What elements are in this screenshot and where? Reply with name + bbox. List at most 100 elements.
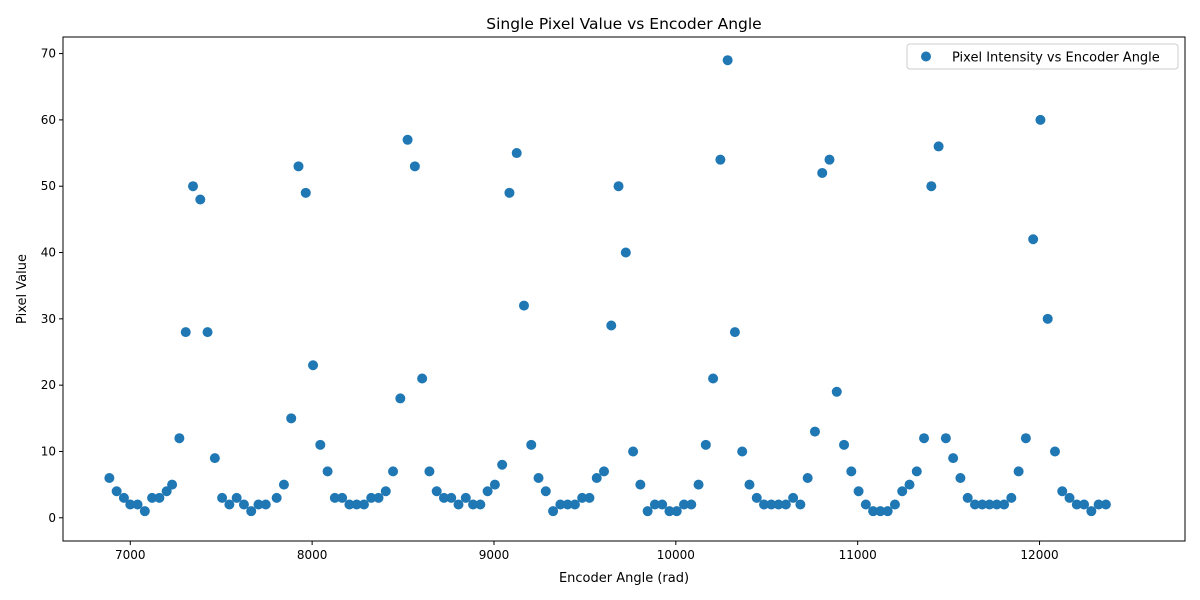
data-point <box>948 453 959 464</box>
data-points <box>104 55 1111 517</box>
data-point <box>1086 506 1097 517</box>
data-point <box>373 492 384 503</box>
data-point <box>489 479 500 490</box>
data-point <box>875 506 886 517</box>
data-point <box>417 373 428 384</box>
data-point <box>271 492 282 503</box>
data-point <box>933 141 944 152</box>
data-point <box>620 247 631 258</box>
data-point <box>111 486 122 497</box>
data-point <box>824 154 835 165</box>
data-point <box>180 327 191 338</box>
data-point <box>402 134 413 145</box>
data-point <box>231 492 242 503</box>
data-point <box>708 373 719 384</box>
data-point <box>300 187 311 198</box>
y-tick-label: 60 <box>41 113 56 127</box>
data-point <box>322 466 333 477</box>
data-point <box>729 327 740 338</box>
data-point <box>1042 313 1053 324</box>
data-point <box>511 148 522 159</box>
y-tick-label: 10 <box>41 444 56 458</box>
data-point <box>1035 114 1046 125</box>
data-point <box>246 506 257 517</box>
data-point <box>438 492 449 503</box>
y-axis-label: Pixel Value <box>15 254 30 324</box>
data-point <box>1006 492 1017 503</box>
data-point <box>217 492 228 503</box>
data-point <box>977 499 988 510</box>
data-point <box>329 492 340 503</box>
data-point <box>482 486 493 497</box>
data-point <box>195 194 206 205</box>
legend-marker <box>921 51 931 62</box>
data-point <box>1093 499 1104 510</box>
data-point <box>147 492 158 503</box>
data-point <box>860 499 871 510</box>
data-point <box>380 486 391 497</box>
data-point <box>1028 234 1039 245</box>
legend: Pixel Intensity vs Encoder Angle <box>906 43 1179 70</box>
data-point <box>584 492 595 503</box>
data-point <box>999 499 1010 510</box>
data-point <box>533 473 544 483</box>
data-point <box>904 479 915 490</box>
data-point <box>161 486 172 497</box>
data-point <box>984 499 995 510</box>
data-point <box>882 506 893 517</box>
data-point <box>468 499 479 510</box>
data-point <box>139 506 150 517</box>
data-point <box>1057 486 1068 497</box>
data-point <box>424 466 435 477</box>
legend-entry: Pixel Intensity vs Encoder Angle <box>952 51 1160 66</box>
data-point <box>132 499 143 510</box>
data-point <box>209 453 220 464</box>
data-point <box>802 473 813 483</box>
x-tick-label: 8000 <box>297 548 328 562</box>
x-tick-label: 12000 <box>1020 548 1058 562</box>
data-point <box>526 439 537 450</box>
data-point <box>577 492 588 503</box>
x-axis-ticks: 7000 8000 9000 10000 11000 12000 <box>115 541 1059 562</box>
data-point <box>224 499 235 510</box>
data-point <box>1100 499 1111 510</box>
data-point <box>919 433 930 444</box>
data-point <box>780 499 791 510</box>
data-point <box>744 479 755 490</box>
data-point <box>700 439 711 450</box>
data-point <box>154 492 165 503</box>
data-point <box>278 479 289 490</box>
data-point <box>409 161 420 172</box>
data-point <box>962 492 973 503</box>
data-point <box>766 499 777 510</box>
data-point <box>642 506 653 517</box>
data-point <box>315 439 326 450</box>
data-point <box>388 466 399 477</box>
data-point <box>1064 492 1075 503</box>
data-point <box>715 154 726 165</box>
data-point <box>649 499 660 510</box>
data-point <box>722 55 733 66</box>
data-point <box>788 492 799 503</box>
y-tick-label: 70 <box>41 47 56 61</box>
data-point <box>679 499 690 510</box>
data-point <box>897 486 908 497</box>
y-axis-ticks: 0 10 20 30 40 50 60 70 <box>41 47 63 525</box>
data-point <box>358 499 369 510</box>
data-point <box>1071 499 1082 510</box>
data-point <box>940 433 951 444</box>
data-point <box>759 499 770 510</box>
data-point <box>591 473 602 483</box>
data-point <box>671 506 682 517</box>
data-point <box>118 492 129 503</box>
data-point <box>889 499 900 510</box>
data-point <box>868 506 879 517</box>
data-point <box>395 393 406 404</box>
data-point <box>926 181 937 192</box>
data-point <box>540 486 551 497</box>
data-point <box>366 492 377 503</box>
y-tick-label: 0 <box>48 511 56 525</box>
data-point <box>839 439 850 450</box>
data-point <box>497 459 508 470</box>
